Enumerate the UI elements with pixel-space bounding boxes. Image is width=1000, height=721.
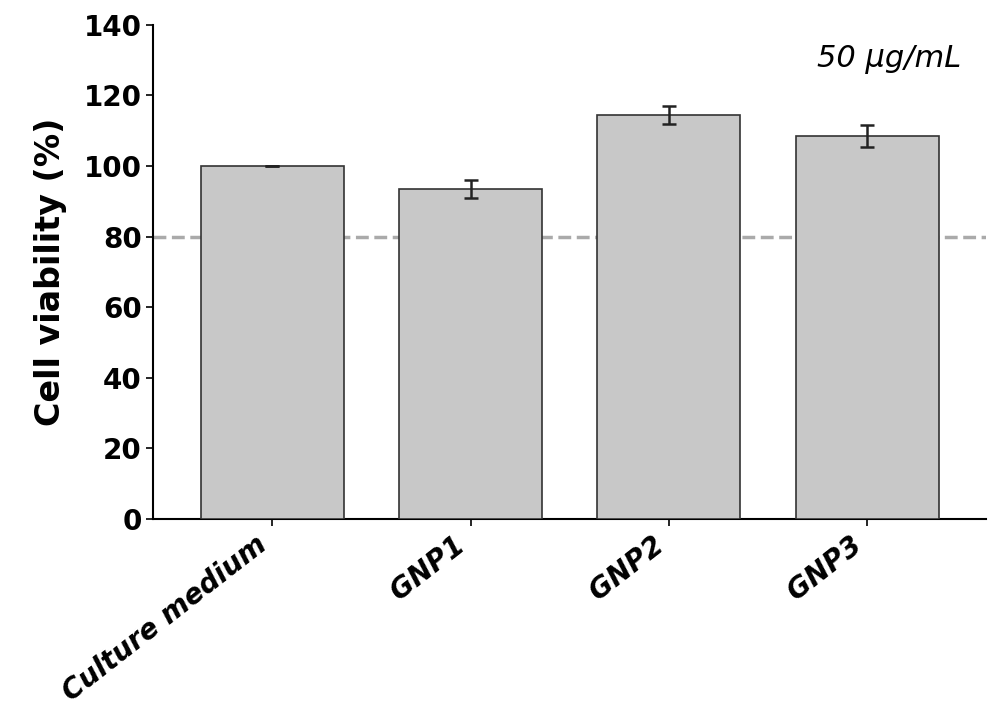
Y-axis label: Cell viability (%): Cell viability (%) [34, 118, 67, 426]
Text: 50 μg/mL: 50 μg/mL [817, 45, 961, 74]
Bar [796, 136, 939, 519]
Bar [597, 115, 740, 519]
Bar [399, 189, 542, 519]
Bar [201, 166, 344, 519]
